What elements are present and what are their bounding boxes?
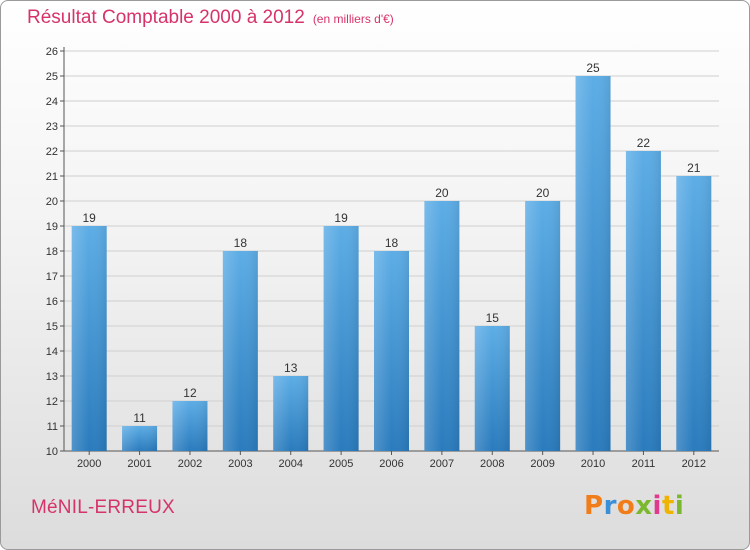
bar-shine bbox=[625, 151, 661, 451]
data-label-2012: 21 bbox=[687, 161, 701, 175]
x-tick-label: 2003 bbox=[228, 458, 252, 470]
data-label-2006: 18 bbox=[385, 236, 399, 250]
y-tick-label: 25 bbox=[46, 71, 58, 83]
bar-shine bbox=[374, 251, 409, 451]
data-label-2003: 18 bbox=[234, 236, 248, 250]
commune-name: MéNIL-ERREUX bbox=[31, 497, 175, 518]
data-label-2001: 11 bbox=[133, 411, 146, 425]
proxiti-logo: Proxiti bbox=[584, 491, 684, 521]
data-label-2008: 15 bbox=[486, 311, 500, 325]
data-labels: 19 11 12 18 13 19 18 20 15 20 25 22 21 bbox=[83, 61, 701, 425]
x-tick-label: 2009 bbox=[530, 458, 554, 470]
logo-letter: t bbox=[661, 491, 675, 521]
data-label-2004: 13 bbox=[284, 361, 298, 375]
y-tick-label: 18 bbox=[46, 246, 58, 258]
title-text: Résultat Comptable 2000 à 2012 bbox=[27, 7, 305, 28]
x-tick-label: 2004 bbox=[278, 458, 302, 470]
y-tick-label: 26 bbox=[46, 46, 58, 58]
data-label-2000: 19 bbox=[83, 211, 97, 225]
bar-shine bbox=[172, 401, 208, 451]
bar-shine bbox=[122, 426, 158, 451]
bar-shine bbox=[222, 251, 258, 451]
x-tick-label: 2006 bbox=[379, 458, 403, 470]
bar-shine bbox=[575, 76, 611, 451]
data-label-2005: 19 bbox=[334, 211, 348, 225]
x-tick-label: 2010 bbox=[581, 458, 605, 470]
logo-letter: i bbox=[652, 491, 662, 521]
y-tick-label: 24 bbox=[46, 96, 58, 108]
title-unit: (en milliers d'€) bbox=[312, 12, 394, 26]
data-label-2007: 20 bbox=[435, 186, 449, 200]
x-tick-label: 2007 bbox=[430, 458, 454, 470]
data-label-2010: 25 bbox=[586, 61, 600, 75]
logo-letter: r bbox=[603, 491, 617, 521]
x-tick-label: 2002 bbox=[178, 458, 202, 470]
y-tick-label: 13 bbox=[46, 371, 58, 383]
y-tick-label: 12 bbox=[46, 396, 58, 408]
chart-title: Résultat Comptable 2000 à 2012 (en millie… bbox=[27, 7, 394, 29]
logo-letter: x bbox=[635, 491, 653, 521]
y-tick-label: 15 bbox=[46, 321, 58, 333]
bar-shine bbox=[525, 201, 561, 451]
bar-shine bbox=[424, 201, 460, 451]
y-tick-label: 17 bbox=[46, 271, 58, 283]
y-tick-label: 20 bbox=[46, 196, 58, 208]
bar-shine bbox=[273, 376, 309, 451]
x-tick-label: 2012 bbox=[682, 458, 706, 470]
bar-shine bbox=[323, 226, 359, 451]
y-tick-label: 21 bbox=[46, 171, 58, 183]
bar-shine bbox=[71, 226, 107, 451]
logo-letter: o bbox=[616, 491, 636, 521]
logo-letter: i bbox=[674, 491, 685, 521]
data-label-2011: 22 bbox=[637, 136, 651, 150]
y-tick-label: 16 bbox=[46, 296, 58, 308]
y-tick-label: 14 bbox=[46, 346, 58, 358]
y-tick-label: 10 bbox=[46, 446, 58, 458]
y-tick-label: 11 bbox=[47, 421, 58, 433]
axes: 10 11 12 13 14 15 16 17 18 19 20 21 22 23 24 25 26 2000 20… bbox=[46, 46, 719, 470]
y-tick-label: 23 bbox=[46, 121, 58, 133]
bar-shine bbox=[474, 326, 510, 451]
data-label-2002: 12 bbox=[183, 386, 197, 400]
data-label-2009: 20 bbox=[536, 186, 550, 200]
bars bbox=[71, 76, 712, 451]
y-tick-label: 19 bbox=[46, 221, 58, 233]
x-tick-label: 2005 bbox=[329, 458, 353, 470]
x-tick-label: 2001 bbox=[127, 458, 151, 470]
bar-shine bbox=[676, 176, 712, 451]
x-tick-label: 2000 bbox=[77, 458, 101, 470]
logo-letter: P bbox=[584, 491, 604, 521]
x-tick-label: 2011 bbox=[632, 458, 656, 470]
x-tick-label: 2008 bbox=[480, 458, 504, 470]
y-tick-label: 22 bbox=[46, 146, 58, 158]
